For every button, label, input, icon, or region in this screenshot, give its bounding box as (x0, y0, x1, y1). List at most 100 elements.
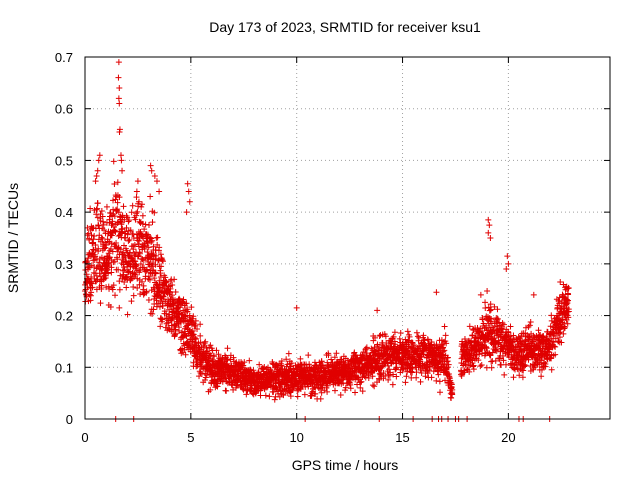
data-point (422, 373, 429, 380)
data-point (540, 334, 547, 341)
data-point (156, 244, 163, 251)
data-point (135, 243, 142, 250)
data-point (483, 345, 490, 352)
data-point (417, 367, 424, 374)
data-point (396, 335, 403, 342)
data-point (355, 374, 362, 381)
data-point (376, 376, 383, 383)
data-point (294, 387, 301, 394)
data-point (149, 251, 156, 258)
data-point (484, 288, 491, 295)
data-point (164, 296, 171, 303)
data-point (120, 203, 127, 210)
x-axis-label: GPS time / hours (292, 457, 399, 473)
data-point (317, 395, 324, 402)
data-point (269, 360, 276, 367)
data-point (390, 333, 397, 340)
data-point (485, 216, 492, 223)
data-point (477, 363, 484, 370)
data-point (551, 343, 558, 350)
data-point (150, 306, 157, 313)
data-point (101, 245, 108, 252)
data-point (145, 244, 152, 251)
data-point (391, 329, 398, 336)
data-point (107, 303, 114, 310)
data-point (312, 390, 319, 397)
data-point (246, 357, 253, 364)
data-point (89, 284, 96, 291)
data-point (182, 331, 189, 338)
data-point (108, 269, 115, 276)
data-point (99, 213, 106, 220)
data-point (114, 256, 121, 263)
data-point (369, 373, 376, 380)
data-point (130, 292, 137, 299)
data-point (111, 227, 118, 234)
data-point (555, 330, 562, 337)
data-point (90, 246, 97, 253)
data-point (479, 315, 486, 322)
data-point (132, 216, 139, 223)
data-point (404, 347, 411, 354)
data-point (157, 251, 164, 258)
data-point (276, 366, 283, 373)
data-point (117, 246, 124, 253)
y-tick-label: 0.1 (55, 360, 73, 375)
data-point (100, 218, 107, 225)
data-point (538, 373, 545, 380)
data-point (437, 389, 444, 396)
data-point (116, 286, 123, 293)
data-point (548, 366, 555, 373)
data-point (98, 234, 105, 241)
data-point (129, 202, 136, 209)
data-point (369, 382, 376, 389)
data-point (493, 332, 500, 339)
data-point (552, 351, 559, 358)
data-point (155, 285, 162, 292)
data-point (358, 378, 365, 385)
data-point (324, 382, 331, 389)
data-point (98, 282, 105, 289)
data-point (88, 232, 95, 239)
data-point (271, 396, 278, 403)
data-point (548, 312, 555, 319)
data-point (385, 362, 392, 369)
data-point (404, 328, 411, 335)
data-point (184, 306, 191, 313)
data-point (201, 340, 208, 347)
data-point (482, 343, 489, 350)
data-point (486, 222, 493, 229)
data-point (137, 260, 144, 267)
data-point (466, 323, 473, 330)
data-point (469, 360, 476, 367)
data-point (128, 209, 135, 216)
data-point (209, 358, 216, 365)
data-point (390, 371, 397, 378)
data-point (555, 297, 562, 304)
data-point (186, 198, 193, 205)
data-point (207, 352, 214, 359)
data-point (448, 394, 455, 401)
data-point (158, 263, 165, 270)
data-point (352, 389, 359, 396)
data-point (149, 260, 156, 267)
data-point (230, 354, 237, 361)
data-point (93, 206, 100, 213)
data-point (110, 282, 117, 289)
data-point (115, 59, 122, 66)
data-point (160, 296, 167, 303)
data-point (417, 378, 424, 385)
data-point (202, 377, 209, 384)
data-point (88, 289, 95, 296)
data-point (184, 180, 191, 187)
data-point (125, 218, 132, 225)
data-point (125, 237, 132, 244)
data-point (486, 315, 493, 322)
data-point (427, 363, 434, 370)
data-point (197, 339, 204, 346)
data-point (515, 333, 522, 340)
data-point (399, 366, 406, 373)
data-point (565, 297, 572, 304)
data-point (115, 232, 122, 239)
data-point (172, 330, 179, 337)
